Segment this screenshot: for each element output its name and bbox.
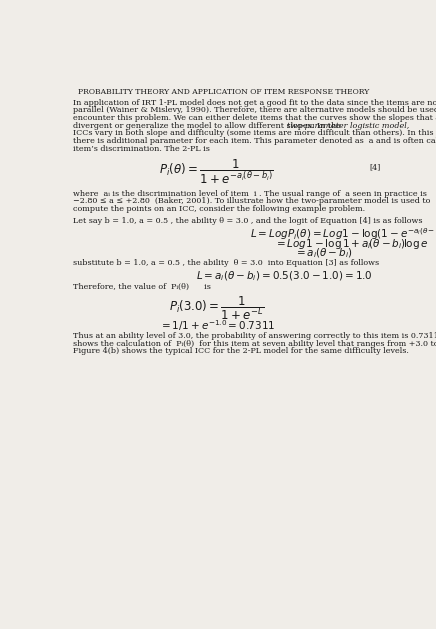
Text: there is additional parameter for each item. This parameter denoted as  a and is: there is additional parameter for each i… <box>73 137 436 145</box>
Text: −2.80 ≤ a ≤ +2.80  (Baker, 2001). To illustrate how the two-parameter model is u: −2.80 ≤ a ≤ +2.80 (Baker, 2001). To illu… <box>73 198 430 205</box>
Text: Therefore, the value of  Pᵢ(θ)      is: Therefore, the value of Pᵢ(θ) is <box>73 282 211 291</box>
Text: $P_i(3.0)=\dfrac{1}{1+e^{-L}}$: $P_i(3.0)=\dfrac{1}{1+e^{-L}}$ <box>169 294 265 322</box>
Text: PROBABILITY THEORY AND APPLICATION OF ITEM RESPONSE THEORY: PROBABILITY THEORY AND APPLICATION OF IT… <box>78 88 369 96</box>
Text: In application of IRT 1-PL model does not get a good fit to the data since the i: In application of IRT 1-PL model does no… <box>73 99 436 107</box>
Text: shows the calculation of  Pᵢ(θ)  for this item at seven ability level that range: shows the calculation of Pᵢ(θ) for this … <box>73 340 436 348</box>
Text: divergent or generalize the model to allow different slopes. In the: divergent or generalize the model to all… <box>73 121 341 130</box>
Text: $L=LogP_i(\theta)=Log1-\log\!\left(1-e^{-a_i(\theta-b_i)}\right)$: $L=LogP_i(\theta)=Log1-\log\!\left(1-e^{… <box>250 226 436 242</box>
Text: compute the points on an ICC, consider the following example problem.: compute the points on an ICC, consider t… <box>73 205 365 213</box>
Text: encounter this problem. We can either delete items that the curves show the slop: encounter this problem. We can either de… <box>73 114 436 122</box>
Text: item’s discrimination. The 2-PL is: item’s discrimination. The 2-PL is <box>73 145 210 153</box>
Text: $=1/1+e^{-1.0}=0.7311$: $=1/1+e^{-1.0}=0.7311$ <box>159 318 275 333</box>
Text: $=a_i(\theta-b_i)$: $=a_i(\theta-b_i)$ <box>294 247 353 260</box>
Text: [4]: [4] <box>369 163 381 171</box>
Text: Thus at an ability level of 3.0, the probability of answering correctly to this : Thus at an ability level of 3.0, the pro… <box>73 332 436 340</box>
Text: two-parameter logistic model,: two-parameter logistic model, <box>287 121 409 130</box>
Text: parallel (Wainer & Mislevy, 1990). Therefore, there are alternative models shoul: parallel (Wainer & Mislevy, 1990). There… <box>73 106 436 114</box>
Text: where  aᵢ is the discrimination level of item  i . The usual range of  a seen in: where aᵢ is the discrimination level of … <box>73 189 427 198</box>
Text: Let say b = 1.0, a = 0.5 , the ability θ = 3.0 , and the logit of Equation [4] i: Let say b = 1.0, a = 0.5 , the ability θ… <box>73 218 422 225</box>
Text: substitute b = 1.0, a = 0.5 , the ability  θ = 3.0  into Equation [3] as follows: substitute b = 1.0, a = 0.5 , the abilit… <box>73 259 379 267</box>
Text: ICCs vary in both slope and difficulty (some items are more difficult than other: ICCs vary in both slope and difficulty (… <box>73 130 436 137</box>
Text: Figure 4(b) shows the typical ICC for the 2-PL model for the same difficulty lev: Figure 4(b) shows the typical ICC for th… <box>73 347 409 355</box>
Text: $P_i(\theta)=\dfrac{1}{1+e^{-a_i(\theta-b_i)}}$: $P_i(\theta)=\dfrac{1}{1+e^{-a_i(\theta-… <box>159 157 274 186</box>
Text: $L=a_i(\theta-b_i)=0.5(3.0-1.0)=1.0$: $L=a_i(\theta-b_i)=0.5(3.0-1.0)=1.0$ <box>196 269 373 283</box>
Text: $=Log1-\log 1+a_i\!\left(\theta-b_i\right)\!\log e$: $=Log1-\log 1+a_i\!\left(\theta-b_i\righ… <box>274 237 429 250</box>
